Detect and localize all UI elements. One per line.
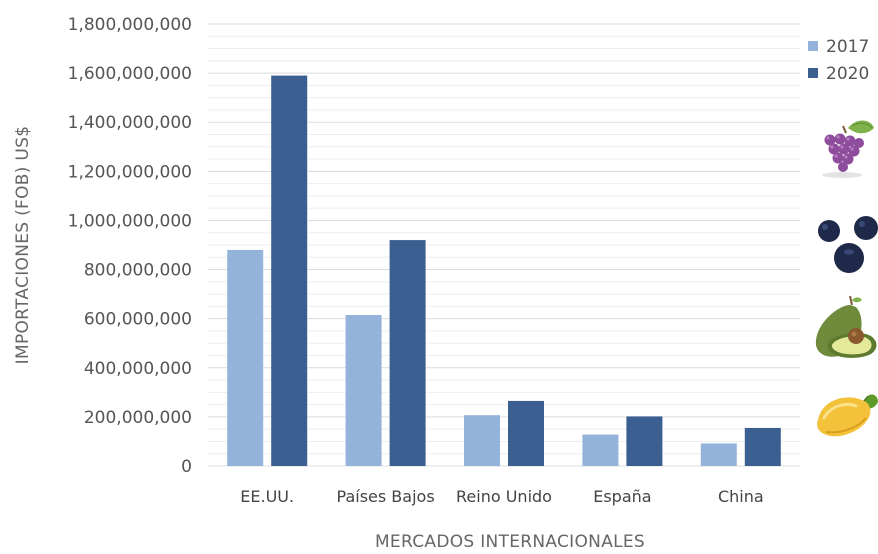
bar-2020-3 xyxy=(626,416,663,466)
y-tick-label: 400,000,000 xyxy=(84,359,192,379)
x-tick-label: Países Bajos xyxy=(337,487,435,506)
bar-2020-4 xyxy=(744,427,781,466)
y-tick-label: 1,200,000,000 xyxy=(68,162,192,182)
x-axis-ticks: EE.UU. Países Bajos Reino Unido España China xyxy=(240,487,763,506)
legend: 2017 2020 xyxy=(808,37,869,84)
y-axis-title: IMPORTACIONES (FOB) US$ xyxy=(13,126,33,365)
legend-label-2020: 2020 xyxy=(826,64,869,84)
bar-2020-2 xyxy=(508,400,544,466)
y-tick-label: 600,000,000 xyxy=(84,310,192,330)
avocado-icon xyxy=(815,295,877,358)
x-tick-label: China xyxy=(718,487,764,506)
y-tick-label: 1,800,000,000 xyxy=(68,15,192,35)
y-tick-label: 800,000,000 xyxy=(84,261,192,281)
blueberries-icon xyxy=(818,216,878,273)
x-tick-label: Reino Unido xyxy=(456,487,552,506)
legend-swatch-2017 xyxy=(808,41,818,51)
grapes-icon xyxy=(822,120,874,178)
bar-2017-3 xyxy=(582,434,619,466)
bars xyxy=(227,75,781,467)
bar-2017-4 xyxy=(700,443,737,466)
mango-icon xyxy=(817,394,878,437)
bar-2020-1 xyxy=(389,240,426,466)
legend-swatch-2020 xyxy=(808,68,818,78)
bar-2020-0 xyxy=(271,75,308,467)
x-axis-title: MERCADOS INTERNACIONALES xyxy=(375,532,645,552)
y-tick-label: 200,000,000 xyxy=(84,408,192,428)
bar-2017-2 xyxy=(464,415,500,466)
y-tick-label: 1,400,000,000 xyxy=(68,113,192,133)
legend-label-2017: 2017 xyxy=(826,37,869,57)
x-tick-label: EE.UU. xyxy=(240,487,294,506)
bar-2017-0 xyxy=(227,249,264,466)
y-tick-label: 0 xyxy=(181,457,192,477)
y-tick-label: 1,000,000,000 xyxy=(68,211,192,231)
y-axis-ticks: 0 200,000,000 400,000,000 600,000,000 800,00… xyxy=(68,15,192,477)
bar-2017-1 xyxy=(345,314,382,466)
x-tick-label: España xyxy=(593,487,651,506)
y-tick-label: 1,600,000,000 xyxy=(68,64,192,84)
